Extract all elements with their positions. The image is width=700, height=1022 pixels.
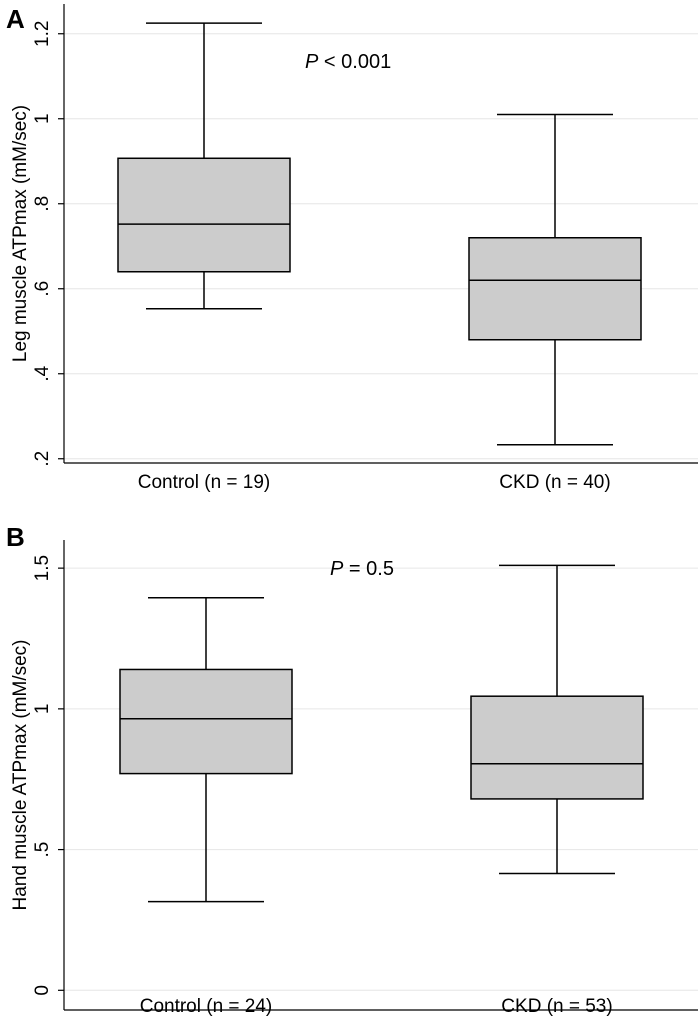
panel-b-y-tick-label-1: .5: [32, 842, 53, 858]
panel-a-box-1-iqr: [468, 237, 642, 341]
panel-a-y-axis-label: Leg muscle ATPmax (mM/sec): [10, 105, 31, 362]
panel-b-p-value-symbol: P: [330, 558, 344, 580]
panel-a-y-tick-label-0: .2: [32, 451, 53, 467]
panel-a-letter: A: [6, 4, 25, 34]
panel-b-y-tick-label-0: 0: [32, 985, 53, 996]
panel-b-p-value: P = 0.5: [330, 558, 394, 580]
panel-b-y-tick-label-2: 1: [32, 704, 53, 715]
panel-a-p-value-symbol: P: [305, 51, 319, 73]
panel-a-y-tick-label-1: .4: [32, 365, 53, 381]
panel-a-p-value: P < 0.001: [305, 51, 391, 73]
panel-a-y-tick-label-2: .6: [32, 281, 53, 297]
panel-a-y-tick-label-4: 1: [32, 113, 53, 124]
panel-a-p-value-text: < 0.001: [318, 51, 391, 73]
panel-b-box-1-iqr: [470, 695, 644, 800]
panel-b-p-value-text: = 0.5: [343, 558, 394, 580]
panel-a-box-0-iqr: [117, 157, 291, 273]
panel-b-y-tick-label-3: 1.5: [32, 555, 53, 581]
panel-a-y-tick-label-5: 1.2: [32, 21, 53, 47]
panel-b-category-label-1: CKD (n = 53): [501, 996, 612, 1017]
panel-b-category-label-0: Control (n = 24): [140, 996, 273, 1017]
panel-a-category-label-0: Control (n = 19): [138, 472, 271, 493]
panel-a-category-label-1: CKD (n = 40): [499, 472, 610, 493]
panel-b-y-axis-label: Hand muscle ATPmax (mM/sec): [10, 640, 31, 911]
panel-b-box-0-iqr: [119, 668, 293, 775]
panel-b-letter: B: [6, 522, 25, 552]
panel-a-y-tick-label-3: .8: [32, 196, 53, 212]
